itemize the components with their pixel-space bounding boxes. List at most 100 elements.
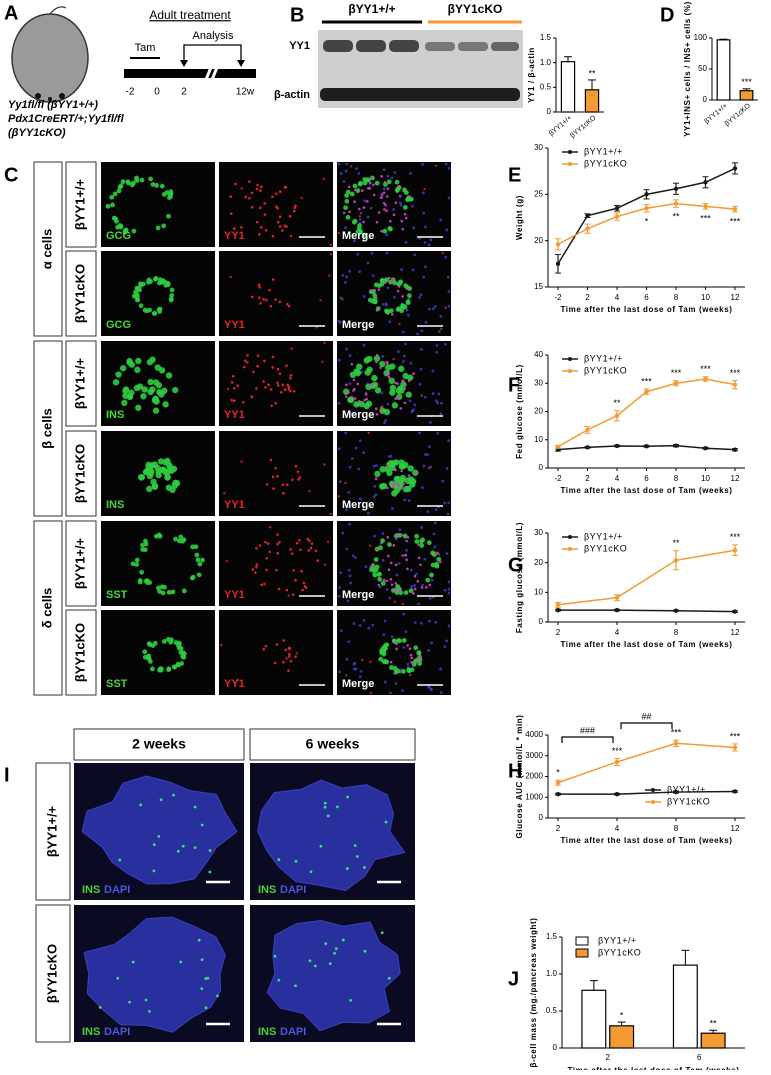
islet-dot [179,960,183,964]
cell-dot [413,587,417,591]
x-tick-label: 8 [674,293,679,302]
cell-dot [420,526,424,529]
cell-dot [297,478,300,481]
cell-dot [428,597,432,600]
cell-dot [114,218,119,224]
cell-dot [289,373,293,377]
cell-dot [408,647,412,651]
cell-dot [419,654,422,658]
cell-dot [283,186,287,189]
y-tick-label: 0 [553,1043,558,1052]
point [644,192,649,197]
cell-dot [443,588,447,592]
genotype-box [65,430,97,517]
point [614,791,620,797]
cell-dot [443,501,447,505]
cell-dot [328,274,331,277]
cell-dot [347,185,351,189]
cell-dot [234,182,237,186]
islet-dot [197,938,201,942]
cell-dot [345,275,349,279]
cell-dot [258,285,261,289]
series-line [557,742,736,784]
cell-dot [447,591,451,595]
cell-dot [363,398,366,402]
band [323,40,353,52]
cell-dot [289,659,293,663]
cell-dot [256,364,259,368]
cell-dot [285,588,289,592]
cell-dot [304,586,308,589]
cell-dot [401,227,405,231]
point [703,204,708,209]
cell-dot [116,188,122,194]
cell-dot [151,311,157,316]
point [673,608,679,613]
cell-dot [366,355,373,363]
bar [716,39,731,101]
cell-dot [370,252,374,255]
channel-label: Merge [342,499,374,511]
legend-marker [651,800,655,804]
cell-dot [390,507,394,510]
cell-dot [130,561,136,567]
cell-dot [447,304,451,308]
cell-dot [365,397,368,401]
significance: * [620,1010,624,1020]
comparison-label: ## [641,711,651,721]
band [389,40,419,52]
cell-dot [402,354,406,358]
cell-dot [441,251,444,255]
cell-dot [435,350,439,354]
cell-dot [140,542,145,548]
cell-dot [371,374,378,382]
cell-dot [275,192,278,195]
cell-dot [150,182,156,187]
cell-dot [427,467,431,470]
cell-dot [155,225,161,231]
bar [739,90,754,101]
cell-type-box [33,520,63,696]
cell-dot [390,635,394,638]
cell-dot [243,359,247,362]
cell-dot [402,187,407,193]
cell-dot [368,181,372,185]
cell-dot [370,175,374,179]
cell-dot [255,547,258,550]
cell-dot [402,482,405,486]
cell-dot [271,366,274,369]
micrograph-bg [337,341,451,426]
cell-dot [358,215,362,218]
cell-dot [396,289,400,293]
cell-dot [387,276,391,280]
significance: *** [730,532,741,542]
x-axis-label: Time after the last dose of Tam (weeks) [560,486,732,495]
cell-dot [377,211,381,214]
cell-dot [394,589,397,593]
cell-dot [366,366,373,373]
cell-dot [357,171,361,175]
cell-dot [406,567,409,571]
cell-dot [276,475,279,478]
cell-dot [433,545,437,549]
cell-dot [386,179,392,185]
cell-dot [147,659,153,664]
cell-dot [419,293,423,297]
cell-dot [364,177,370,183]
islet-dot [116,976,120,980]
islet-dot [326,814,330,818]
cell-dot [358,399,361,403]
cell-dot [420,486,424,490]
cell-dot [146,485,153,493]
cell-dot [379,366,382,369]
cell-dot [276,533,279,536]
cell-dot [387,554,390,558]
cell-dot [362,295,366,298]
point [703,376,708,382]
cell-dot [374,470,381,478]
timeline-title: Adult treatment [149,8,231,22]
cell-dot [178,650,184,656]
cell-dot [382,187,386,191]
islet-dot [206,976,210,980]
cell-dot [399,474,407,482]
